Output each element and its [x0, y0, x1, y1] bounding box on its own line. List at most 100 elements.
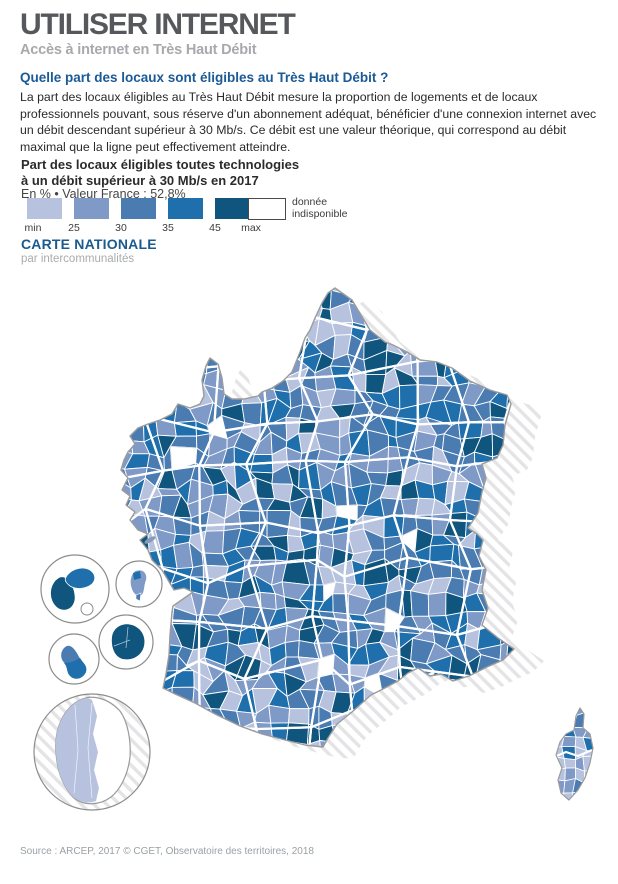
map-cell [143, 301, 159, 321]
department-border [561, 565, 618, 623]
map-cell [441, 719, 467, 739]
map-cell [171, 705, 195, 731]
map-cell [581, 799, 593, 800]
map-cell [202, 304, 228, 329]
department-border [121, 367, 145, 431]
map-cell [596, 769, 610, 784]
department-border [446, 316, 514, 382]
map-cell [608, 747, 618, 759]
map-cell [532, 367, 547, 392]
map-cell [163, 777, 174, 791]
map-cell [430, 312, 448, 329]
map-cell [597, 702, 607, 718]
map-cell [123, 390, 148, 408]
map-cell [189, 290, 211, 310]
map-cell [169, 334, 195, 361]
map-cell [234, 319, 253, 345]
map-cell [594, 747, 609, 758]
department-border [121, 309, 164, 375]
map-cell [132, 342, 145, 363]
map-cell [396, 707, 415, 724]
legend-swatch-1 [74, 198, 109, 219]
map-cell [516, 705, 529, 729]
map-cell [581, 791, 593, 800]
map-cell [466, 288, 484, 296]
map-cell [527, 324, 541, 337]
map-cell [299, 771, 326, 789]
map-cell [501, 773, 515, 787]
map-cell [218, 338, 247, 355]
map-cell [512, 528, 514, 555]
map-cell [121, 321, 135, 344]
map-cell [524, 291, 548, 303]
map-cell [320, 771, 333, 784]
map-cell [411, 703, 438, 724]
map-cell [523, 534, 548, 549]
map-cell [194, 752, 213, 773]
map-cell [514, 751, 532, 774]
map-cell [414, 736, 431, 747]
map-cell [572, 799, 588, 800]
map-cell [592, 725, 593, 740]
martinique-south [64, 658, 87, 679]
map-cell [465, 767, 483, 785]
map-cell [512, 562, 514, 583]
map-cell [236, 770, 260, 792]
mayotte-north-cell [133, 571, 141, 580]
map-cell [501, 751, 515, 774]
map-cell [430, 288, 452, 315]
map-cell [157, 382, 178, 403]
map-cell [156, 355, 177, 369]
map-cell [458, 734, 483, 747]
map-cell [411, 288, 436, 297]
map-cell [610, 769, 616, 784]
map-cell [121, 367, 133, 392]
map-cell [242, 339, 258, 355]
map-cell [505, 288, 514, 311]
page-subtitle: Accès à internet en Très Haut Débit [20, 42, 257, 58]
map-cell [201, 530, 225, 555]
intro-paragraph: La part des locaux éligibles au Très Hau… [20, 90, 597, 154]
map-cell [154, 301, 176, 325]
map-cell [446, 335, 469, 357]
map-cell [476, 343, 500, 362]
legend-nodata-label: donnée indisponible [292, 196, 348, 220]
map-cell [429, 543, 455, 563]
map-cell [480, 734, 503, 747]
map-cell [459, 755, 483, 778]
department-border [409, 763, 470, 823]
map-cell [188, 734, 214, 747]
map-cell [413, 317, 439, 337]
map-cell [393, 738, 421, 747]
map-cell [286, 304, 307, 328]
department-border [499, 766, 565, 825]
map-cell [480, 309, 495, 329]
map-cell [529, 728, 545, 741]
map-cell [157, 334, 177, 356]
map-cell [480, 719, 503, 742]
map-cell [299, 755, 326, 772]
map-cell [364, 735, 388, 747]
map-cell [512, 547, 514, 570]
map-cell [331, 768, 354, 784]
map-cell [267, 336, 290, 353]
legend-unit-line: En % • Valeur France : 52,8% [21, 187, 186, 201]
map-cell [475, 288, 503, 298]
map-cell [172, 720, 196, 742]
map-cell [378, 288, 398, 290]
department-border [306, 709, 354, 747]
map-cell [252, 288, 279, 298]
map-cell [122, 416, 145, 443]
legend-scale-label-2: 30 [115, 222, 127, 234]
department-border [404, 715, 469, 747]
map-cell [523, 737, 548, 762]
map-cell [482, 751, 502, 778]
map-cell [121, 288, 134, 315]
map-cell [498, 374, 514, 393]
map-cell [143, 354, 164, 368]
map-cell [226, 317, 244, 341]
map-cell [556, 725, 565, 737]
map-cell [532, 511, 542, 535]
map-cell [140, 384, 164, 403]
legend-scale-label-4: 45 [209, 222, 221, 234]
